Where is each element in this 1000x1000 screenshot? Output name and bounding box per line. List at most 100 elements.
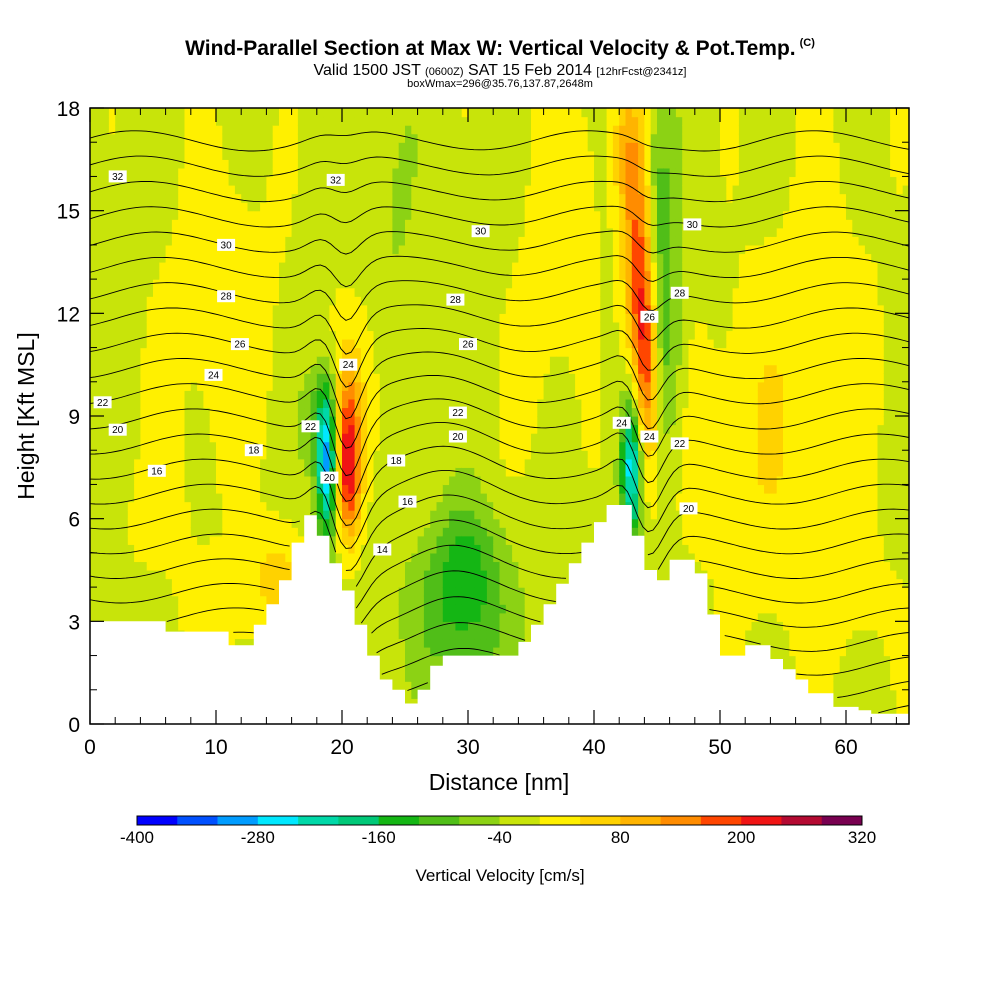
velocity-cell (115, 202, 123, 212)
velocity-cell (360, 159, 368, 169)
velocity-cell (260, 321, 267, 332)
velocity-cell (90, 150, 97, 160)
velocity-cell (323, 304, 330, 314)
velocity-cell (348, 202, 356, 212)
velocity-cell (171, 535, 179, 545)
velocity-cell (310, 510, 318, 520)
velocity-cell (146, 441, 154, 451)
velocity-cell (216, 381, 223, 391)
velocity-cell (329, 279, 337, 289)
velocity-cell (518, 108, 526, 118)
velocity-cell (127, 244, 135, 255)
velocity-cell (442, 629, 450, 640)
velocity-cell (329, 416, 337, 426)
velocity-cell (234, 604, 242, 614)
velocity-cell (102, 262, 110, 272)
velocity-cell (442, 552, 450, 563)
velocity-cell (310, 287, 318, 297)
velocity-cell (178, 262, 186, 272)
velocity-cell (260, 390, 267, 400)
velocity-cell (367, 638, 375, 648)
velocity-cell (480, 527, 488, 537)
velocity-cell (115, 552, 123, 563)
velocity-cell (279, 501, 286, 511)
velocity-cell (266, 501, 274, 511)
velocity-cell (449, 356, 456, 366)
velocity-cell (134, 595, 141, 605)
velocity-cell (146, 296, 154, 306)
velocity-cell (253, 570, 261, 580)
velocity-cell (228, 535, 236, 545)
velocity-cell (474, 390, 482, 400)
velocity-cell (209, 244, 217, 255)
velocity-cell (386, 493, 393, 503)
velocity-cell (285, 321, 293, 332)
velocity-cell (430, 330, 438, 340)
velocity-cell (360, 321, 368, 332)
velocity-cell (285, 544, 293, 554)
velocity-cell (266, 125, 274, 135)
velocity-cell (165, 304, 173, 314)
velocity-cell (108, 527, 116, 537)
velocity-cell (197, 527, 204, 537)
velocity-cell (512, 390, 519, 400)
velocity-cell (329, 167, 337, 178)
velocity-cell (493, 552, 501, 563)
velocity-cell (417, 647, 425, 657)
velocity-cell (499, 527, 507, 537)
velocity-cell (405, 142, 412, 152)
velocity-cell (348, 484, 356, 494)
velocity-cell (297, 518, 305, 528)
velocity-cell (253, 125, 261, 135)
velocity-cell (468, 638, 475, 648)
velocity-cell (512, 347, 519, 357)
velocity-cell (197, 407, 204, 417)
velocity-cell (127, 253, 135, 263)
velocity-cell (392, 167, 400, 178)
velocity-cell (216, 253, 223, 263)
velocity-cell (115, 398, 123, 409)
velocity-cell (367, 133, 375, 143)
velocity-cell (108, 578, 116, 588)
velocity-cell (342, 185, 349, 195)
velocity-cell (392, 416, 400, 426)
velocity-cell (367, 356, 375, 366)
velocity-cell (222, 458, 230, 468)
velocity-cell (417, 373, 425, 383)
velocity-cell (455, 629, 463, 640)
velocity-cell (329, 544, 337, 554)
velocity-cell (209, 236, 217, 246)
velocity-cell (146, 133, 154, 143)
velocity-cell (253, 219, 261, 229)
velocity-cell (505, 176, 513, 186)
velocity-cell (108, 561, 116, 571)
velocity-cell (411, 398, 419, 409)
velocity-cell (360, 125, 368, 135)
velocity-cell (392, 116, 400, 126)
velocity-cell (297, 381, 305, 391)
velocity-cell (342, 202, 349, 212)
velocity-cell (279, 330, 286, 340)
velocity-cell (171, 433, 179, 443)
velocity-cell (247, 535, 255, 545)
velocity-cell (449, 467, 456, 477)
velocity-cell (442, 424, 450, 434)
velocity-cell (449, 441, 456, 451)
velocity-cell (253, 535, 261, 545)
velocity-cell (184, 390, 192, 400)
velocity-cell (266, 133, 274, 143)
velocity-cell (373, 621, 381, 631)
velocity-cell (209, 210, 217, 220)
velocity-cell (197, 510, 204, 520)
velocity-cell (304, 287, 312, 297)
velocity-cell (329, 236, 337, 246)
velocity-cell (153, 398, 160, 409)
velocity-cell (228, 279, 236, 289)
velocity-cell (260, 133, 267, 143)
velocity-cell (486, 108, 494, 118)
velocity-cell (449, 578, 456, 588)
velocity-cell (493, 125, 501, 135)
velocity-cell (499, 398, 507, 409)
velocity-cell (96, 433, 104, 443)
velocity-cell (430, 416, 438, 426)
